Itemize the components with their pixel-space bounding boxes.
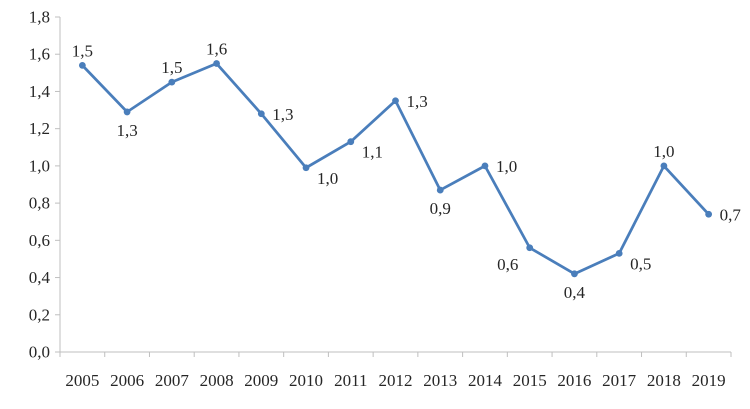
- x-tick-label: 2016: [557, 371, 591, 390]
- data-point-label: 1,0: [653, 142, 674, 161]
- y-tick-label: 1,0: [29, 156, 50, 175]
- data-point: [123, 108, 131, 116]
- data-point: [257, 110, 265, 118]
- y-tick-label: 0,8: [29, 194, 50, 213]
- data-point-label: 1,0: [317, 169, 338, 188]
- x-tick-label: 2012: [379, 371, 413, 390]
- data-point-label: 0,5: [630, 254, 651, 273]
- y-tick-label: 1,6: [29, 45, 50, 64]
- data-point: [168, 78, 176, 86]
- data-point: [481, 162, 489, 170]
- data-point: [436, 186, 444, 194]
- data-point: [213, 60, 220, 67]
- y-tick-label: 0,2: [29, 305, 50, 324]
- data-point-label: 1,6: [206, 40, 227, 59]
- data-point-label: 0,4: [564, 283, 586, 302]
- data-point-label: 0,6: [497, 255, 518, 274]
- x-tick-label: 2010: [289, 371, 323, 390]
- data-point-label: 1,3: [407, 92, 428, 111]
- x-tick-label: 2011: [334, 371, 367, 390]
- data-point: [526, 244, 534, 252]
- data-point-label: 1,1: [362, 143, 383, 162]
- data-point: [660, 162, 668, 170]
- y-tick-label: 1,4: [29, 82, 51, 101]
- x-tick-label: 2013: [423, 371, 457, 390]
- x-tick-label: 2005: [65, 371, 99, 390]
- data-point-label: 1,3: [272, 105, 293, 124]
- y-tick-label: 1,2: [29, 119, 50, 138]
- data-line: [80, 62, 711, 276]
- y-tick-label: 0,4: [29, 268, 51, 287]
- data-point-label: 0,9: [430, 199, 451, 218]
- data-point-label: 1,5: [161, 58, 182, 77]
- x-tick-label: 2015: [513, 371, 547, 390]
- data-point: [571, 270, 578, 278]
- x-tick-label: 2008: [200, 371, 234, 390]
- data-point-label: 1,5: [72, 41, 93, 60]
- data-point: [347, 138, 355, 146]
- x-tick-label: 2014: [468, 371, 503, 390]
- x-tick-label: 2009: [244, 371, 278, 390]
- data-point-label: 1,0: [496, 157, 517, 176]
- y-tick-label: 0,6: [29, 231, 50, 250]
- data-point: [615, 249, 623, 257]
- x-tick-label: 2019: [692, 371, 726, 390]
- data-point: [302, 164, 310, 172]
- data-point-label: 0,7: [720, 205, 742, 224]
- data-point-label: 1,3: [116, 121, 137, 140]
- x-tick-label: 2018: [647, 371, 681, 390]
- data-point: [705, 210, 713, 218]
- x-tick-label: 2017: [602, 371, 637, 390]
- x-tick-label: 2007: [155, 371, 190, 390]
- data-point: [392, 97, 399, 105]
- x-tick-label: 2006: [110, 371, 144, 390]
- data-point: [78, 61, 86, 69]
- y-tick-label: 1,8: [29, 8, 50, 27]
- y-tick-label: 0,0: [29, 343, 50, 362]
